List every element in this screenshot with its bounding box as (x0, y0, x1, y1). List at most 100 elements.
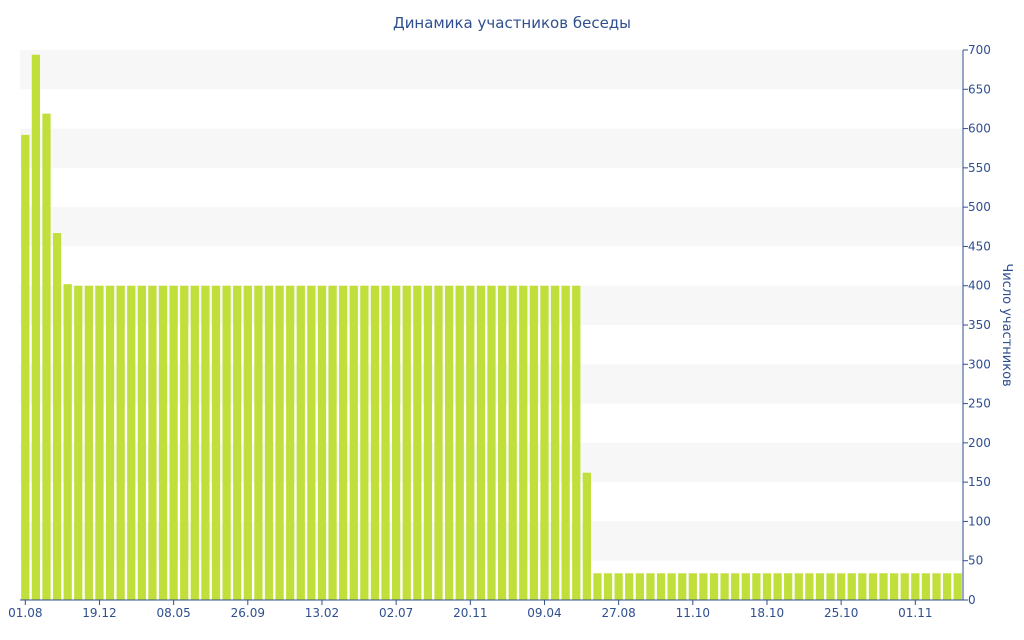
bar (625, 573, 634, 600)
bar (317, 285, 327, 600)
bar (784, 573, 793, 600)
bar (444, 285, 454, 600)
x-tick-label: 13.02 (305, 606, 339, 620)
bar (127, 285, 136, 600)
bar (656, 573, 666, 600)
bar (794, 573, 803, 600)
x-axis: 01.08 19.12 08.05 26.09 13.02 02.07 20.11 09.04… (8, 599, 963, 620)
bar (815, 573, 825, 600)
bar (550, 285, 560, 600)
bar (932, 573, 941, 600)
bar (593, 573, 602, 600)
bar (497, 285, 507, 600)
bar (561, 285, 570, 600)
bar (667, 573, 676, 600)
bar (339, 285, 348, 600)
bar (942, 573, 952, 600)
bar (31, 54, 41, 600)
bar (614, 573, 623, 600)
y-tick-label: 400 (968, 279, 991, 293)
bar (678, 573, 687, 600)
x-tick-label: 09.04 (527, 606, 561, 620)
bar (349, 285, 358, 600)
bar (879, 573, 888, 600)
chart-title: Динамика участников беседы (393, 14, 631, 32)
bar (169, 285, 178, 600)
y-tick-label: 600 (968, 122, 991, 136)
bar (307, 285, 316, 600)
bar (328, 285, 337, 600)
bar (635, 573, 644, 600)
bar (455, 285, 464, 600)
y-tick-label: 500 (968, 200, 991, 214)
bar (402, 285, 411, 600)
bar (508, 285, 517, 600)
bar (84, 285, 93, 600)
bar (953, 573, 962, 600)
bar (381, 285, 390, 600)
bar (720, 573, 729, 600)
bars (21, 54, 962, 601)
x-tick-label: 19.12 (82, 606, 116, 620)
bar (519, 285, 528, 600)
bar (868, 573, 878, 600)
bar (646, 573, 655, 600)
x-tick-label: 02.07 (379, 606, 413, 620)
y-axis: 0 50 100 150 200 250 300 350 400 450 500 550 600 650 7… (962, 43, 991, 607)
y-tick-label: 300 (968, 357, 991, 371)
x-tick-label: 20.11 (453, 606, 487, 620)
y-tick-label: 150 (968, 475, 991, 489)
bar (890, 573, 899, 600)
bar (233, 285, 242, 600)
y-tick-label: 200 (968, 436, 991, 450)
x-tick-label: 18.10 (750, 606, 784, 620)
x-tick-label: 08.05 (156, 606, 190, 620)
bar (243, 285, 252, 600)
y-tick-label: 350 (968, 318, 991, 332)
bar (148, 285, 157, 600)
bar (603, 573, 613, 600)
y-tick-label: 50 (968, 554, 983, 568)
bar (296, 285, 305, 600)
bar (42, 113, 51, 600)
bar (74, 285, 83, 600)
bar (180, 285, 189, 600)
y-axis-label: Число участников (999, 263, 1014, 386)
bar (805, 573, 814, 600)
bar (582, 472, 591, 600)
bar (413, 285, 422, 600)
bar (900, 573, 909, 600)
bar (847, 573, 856, 600)
bar (360, 285, 369, 600)
bar (137, 285, 146, 600)
bar (63, 284, 72, 600)
bar (158, 285, 168, 600)
bar (222, 285, 231, 600)
bar (21, 134, 30, 601)
y-tick-label: 0 (968, 593, 976, 607)
bar (858, 573, 867, 600)
bar (540, 285, 549, 600)
y-tick-label: 450 (968, 239, 991, 253)
bar (105, 285, 115, 600)
y-tick-label: 550 (968, 161, 991, 175)
bar (487, 285, 496, 600)
bar (762, 573, 772, 600)
bar (392, 285, 401, 600)
bar (752, 573, 761, 600)
grid-band (20, 50, 963, 90)
x-tick-label: 26.09 (231, 606, 265, 620)
bar (911, 573, 920, 600)
bar (95, 285, 104, 600)
bar (190, 285, 199, 600)
bar (688, 573, 697, 600)
y-tick-label: 650 (968, 82, 991, 96)
bar (741, 573, 750, 600)
x-tick-label: 11.10 (676, 606, 710, 620)
bar (254, 285, 263, 600)
bar (264, 285, 274, 600)
bar (52, 233, 62, 600)
bar (731, 573, 740, 600)
bar (476, 285, 486, 600)
